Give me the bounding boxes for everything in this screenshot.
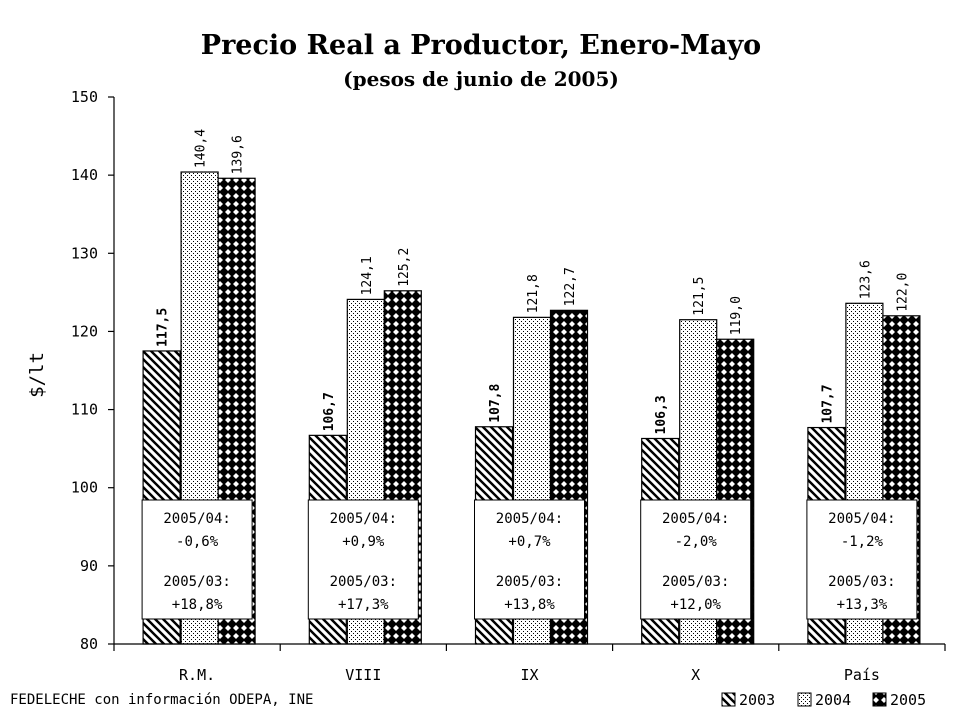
legend-label-2003: 2003 xyxy=(739,691,775,709)
annotation-box-1 xyxy=(141,499,253,620)
source-note: FEDELECHE con información ODEPA, INE xyxy=(10,692,313,708)
y-tick-label-80: 80 xyxy=(80,635,98,653)
x-tick-label-2: VIII xyxy=(345,666,381,684)
legend-swatch-2004 xyxy=(797,692,812,707)
annotation-text-1-3: 2005/03: xyxy=(163,574,230,590)
annotation-text-4-2: -2,0% xyxy=(675,534,718,550)
x-tick-label-3: IX xyxy=(520,666,538,684)
annotation-text-5-2: -1,2% xyxy=(841,534,884,550)
y-axis-label: $/lt xyxy=(26,352,48,398)
annotation-text-3-2: +0,7% xyxy=(508,534,551,550)
data-label-2005-5: 122,0 xyxy=(895,273,910,312)
annotation-box-2 xyxy=(307,499,419,620)
data-label-2003-5: 107,7 xyxy=(820,384,835,423)
data-label-2003-3: 107,8 xyxy=(488,383,503,422)
data-label-2004-1: 140,4 xyxy=(194,129,209,168)
y-tick-label-110: 110 xyxy=(71,401,98,419)
data-label-2003-4: 106,3 xyxy=(654,395,669,434)
data-label-2003-1: 117,5 xyxy=(156,308,171,347)
data-label-2004-3: 121,8 xyxy=(526,274,541,313)
annotation-text-3-1: 2005/04: xyxy=(496,511,563,527)
annotation-text-3-4: +13,8% xyxy=(504,597,555,613)
y-tick-label-90: 90 xyxy=(80,557,98,575)
data-label-2005-4: 119,0 xyxy=(729,296,744,335)
data-label-2005-2: 125,2 xyxy=(397,248,412,287)
legend-label-2005: 2005 xyxy=(890,691,926,709)
annotation-text-4-4: +12,0% xyxy=(670,597,721,613)
legend-swatch-2005 xyxy=(872,692,887,707)
annotation-text-2-4: +17,3% xyxy=(338,597,389,613)
x-tick-label-4: X xyxy=(691,666,700,684)
data-label-2004-5: 123,6 xyxy=(858,260,873,299)
y-tick-label-150: 150 xyxy=(71,88,98,106)
annotation-text-1-1: 2005/04: xyxy=(163,511,230,527)
annotation-text-2-3: 2005/03: xyxy=(330,574,397,590)
x-tick-label-1: R.M. xyxy=(179,666,215,684)
annotation-text-4-3: 2005/03: xyxy=(662,574,729,590)
annotation-box-5 xyxy=(806,499,918,620)
annotation-text-3-3: 2005/03: xyxy=(496,574,563,590)
annotation-text-2-2: +0,9% xyxy=(342,534,385,550)
y-tick-label-130: 130 xyxy=(71,244,98,262)
chart-subtitle: (pesos de junio de 2005) xyxy=(343,67,619,91)
annotation-text-1-2: -0,6% xyxy=(176,534,219,550)
annotation-box-4 xyxy=(640,499,752,620)
annotation-text-4-1: 2005/04: xyxy=(662,511,729,527)
legend-swatch-2003 xyxy=(721,692,736,707)
annotation-text-2-1: 2005/04: xyxy=(330,511,397,527)
x-tick-label-5: País xyxy=(844,666,880,684)
data-label-2005-1: 139,6 xyxy=(231,135,246,174)
y-tick-label-120: 120 xyxy=(71,322,98,340)
data-label-2004-4: 121,5 xyxy=(692,277,707,316)
data-label-2003-2: 106,7 xyxy=(322,392,337,431)
data-label-2004-2: 124,1 xyxy=(360,256,375,295)
chart-title: Precio Real a Productor, Enero-Mayo xyxy=(201,30,761,61)
legend-label-2004: 2004 xyxy=(815,691,851,709)
y-tick-label-100: 100 xyxy=(71,479,98,497)
data-label-2005-3: 122,7 xyxy=(563,267,578,306)
annotation-text-5-1: 2005/04: xyxy=(828,511,895,527)
y-tick-label-140: 140 xyxy=(71,166,98,184)
annotation-box-3 xyxy=(474,499,585,620)
legend: 2003 2004 2005 xyxy=(721,691,926,709)
annotation-text-5-4: +13,3% xyxy=(837,597,888,613)
annotation-text-1-4: +18,8% xyxy=(172,597,223,613)
plot-area: 2005/04: -0,6% 2005/03: +18,8% 2005/04: +0,9%… xyxy=(71,88,946,684)
annotation-text-5-3: 2005/03: xyxy=(828,574,895,590)
